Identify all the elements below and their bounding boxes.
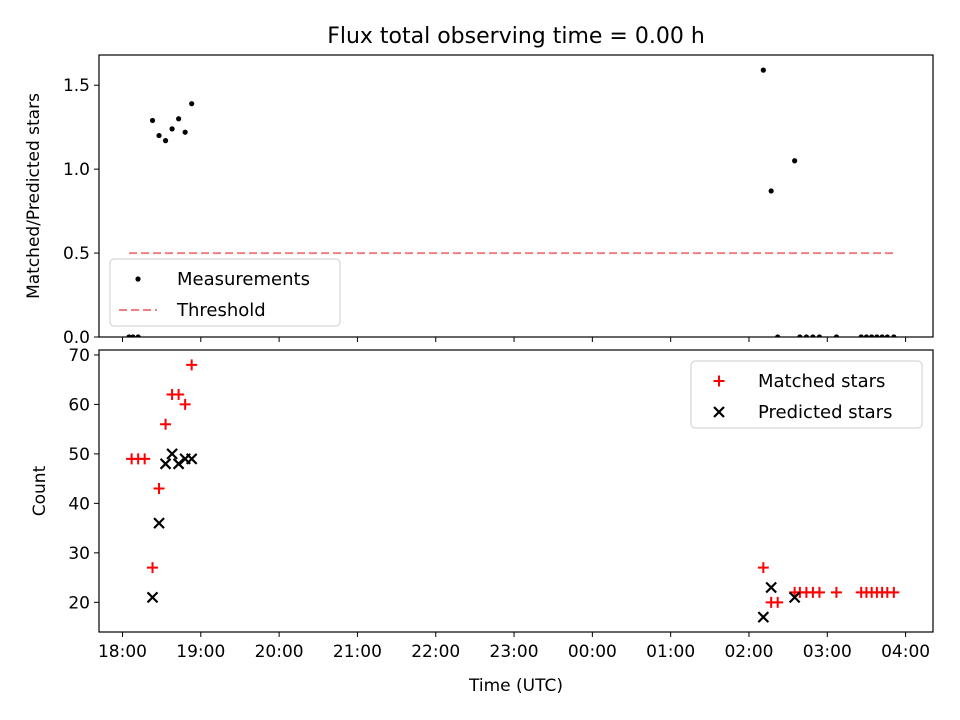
plot-frame <box>98 349 934 633</box>
legend-measurement-marker <box>135 276 141 282</box>
figure-title: Flux total observing time = 0.00 h <box>327 24 705 49</box>
legend-label: Predicted stars <box>758 402 892 423</box>
legend-label: Measurements <box>177 269 310 290</box>
x-tick-label: 18:00 <box>98 642 147 662</box>
x-tick-label: 03:00 <box>803 642 852 662</box>
measurement-point <box>169 126 175 132</box>
predicted-stars-point <box>159 458 172 470</box>
x-tick-label: 00:00 <box>568 642 617 662</box>
measurement-point <box>869 334 875 337</box>
x-tick-label: 02:00 <box>724 642 773 662</box>
measurement-point <box>182 129 188 135</box>
y-tick-label: 1.0 <box>63 160 90 180</box>
x-tick-label: 20:00 <box>255 642 304 662</box>
y-axis-label: Count <box>30 465 50 516</box>
measurement-point <box>156 132 162 139</box>
measurement-point <box>884 334 890 337</box>
measurement-point <box>863 334 870 337</box>
predicted-stars-point <box>765 581 777 594</box>
plot-area <box>126 67 897 337</box>
matched-stars-point <box>173 389 185 401</box>
measurement-point <box>768 188 774 194</box>
matched-stars-point <box>186 359 198 371</box>
y-tick-label: 0.0 <box>63 328 90 348</box>
plot-frame <box>98 54 934 338</box>
x-tick-label: 01:00 <box>646 642 695 662</box>
x-tick-label: 19:00 <box>176 642 225 662</box>
x-tick-label: 23:00 <box>490 642 539 662</box>
x-tick-label: 22:00 <box>411 642 460 662</box>
matched-stars-point <box>830 586 842 598</box>
matched-stars-point <box>813 586 825 598</box>
predicted-stars-point <box>153 517 165 529</box>
measurement-point <box>775 334 781 337</box>
legend: Measurements Threshold <box>109 258 341 327</box>
legend-label: Threshold <box>176 300 266 321</box>
measurement-point <box>126 334 132 337</box>
matched-stars-point <box>160 418 172 430</box>
measurement-point <box>810 334 816 337</box>
measurement-point <box>879 334 885 337</box>
legend-label: Matched stars <box>758 371 885 392</box>
matched-stars-point <box>772 596 784 608</box>
y-tick-label: 20 <box>68 593 90 613</box>
x-tick-label: 21:00 <box>333 642 382 662</box>
legend-box <box>109 258 341 327</box>
matched-stars-point <box>179 398 191 410</box>
matched-stars-point <box>147 562 159 574</box>
predicted-stars-point <box>172 458 185 470</box>
predicted-stars-point <box>185 453 198 465</box>
predicted-stars-point <box>788 591 801 604</box>
legend-matched-marker <box>713 375 725 387</box>
measurement-point <box>189 101 195 107</box>
measurement-point <box>833 334 840 337</box>
measurement-point <box>135 334 141 337</box>
measurement-point <box>792 158 798 164</box>
y-tick-label: 70 <box>68 346 90 366</box>
top-panel: 0.0 0.5 1.0 1.5 Matched/Predicted stars Measu… <box>24 54 934 348</box>
predicted-stars-point <box>146 591 159 604</box>
legend-box <box>690 360 923 429</box>
measurement-point <box>891 334 897 337</box>
measurement-point <box>760 67 766 73</box>
y-tick-label: 50 <box>68 445 90 465</box>
legend: Matched stars Predicted stars <box>690 360 923 429</box>
measurement-point <box>162 138 169 144</box>
x-axis-label: Time (UTC) <box>468 676 563 696</box>
y-tick-label: 30 <box>68 544 90 564</box>
measurement-point <box>816 334 823 337</box>
y-axis-label: Matched/Predicted stars <box>24 93 44 299</box>
predicted-stars-point <box>166 448 178 460</box>
measurement-point <box>130 334 136 337</box>
bottom-panel: 18:00 19:00 20:00 21:00 22:00 23:00 00:00 01:00… <box>30 346 934 662</box>
y-tick-label: 40 <box>68 494 90 514</box>
matched-stars-point <box>757 562 769 574</box>
measurement-point <box>149 117 156 124</box>
predicted-stars-point <box>757 611 770 623</box>
measurement-point <box>176 116 182 122</box>
x-tick-label: 04:00 <box>881 642 930 662</box>
plot-area <box>126 359 900 623</box>
matched-stars-point <box>153 483 165 495</box>
matched-stars-point <box>888 586 900 598</box>
y-tick-label: 1.5 <box>63 76 90 96</box>
y-tick-label: 0.5 <box>63 244 90 264</box>
measurement-point <box>874 334 880 337</box>
matched-stars-point <box>139 453 151 465</box>
measurement-point <box>797 334 803 337</box>
measurement-point <box>803 334 809 337</box>
measurement-point <box>858 334 864 337</box>
legend-predicted-marker <box>713 406 725 418</box>
y-tick-label: 60 <box>68 395 90 415</box>
